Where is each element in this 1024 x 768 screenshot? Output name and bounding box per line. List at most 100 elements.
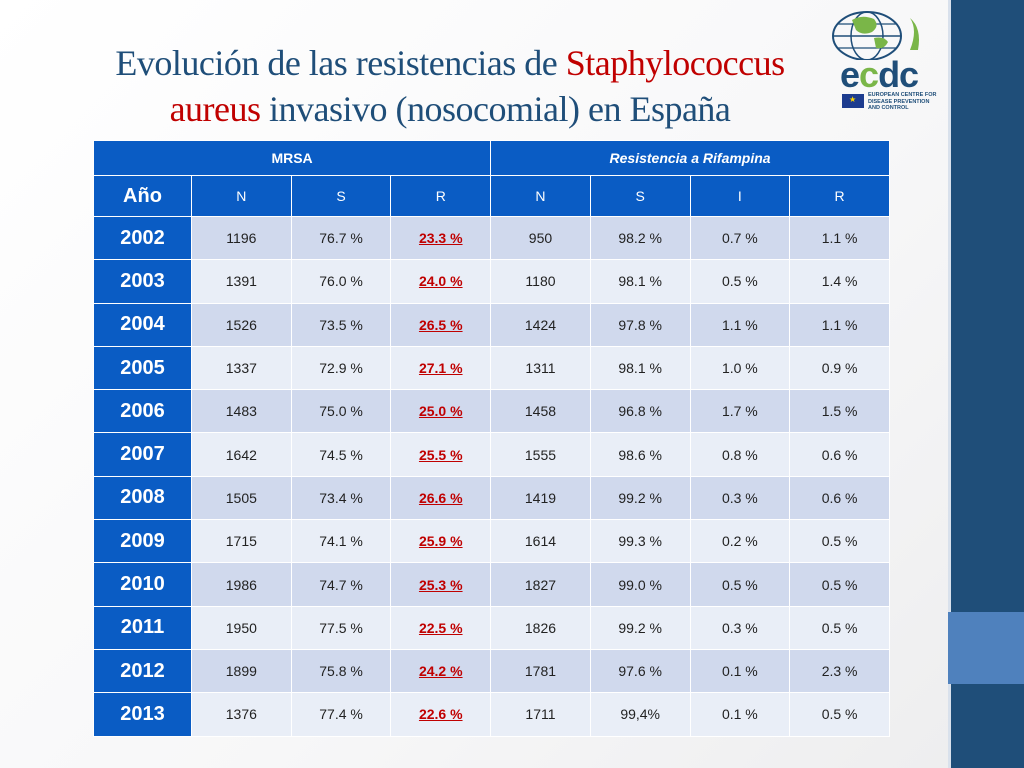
cell-rif-r: 0.9 %	[789, 345, 890, 391]
cell-rif-n: 1555	[490, 432, 591, 477]
wordmark-e: e	[840, 54, 860, 95]
cell-rif-n: 1614	[490, 519, 591, 564]
cell-rif-i: 1.0 %	[689, 345, 791, 391]
cell-mrsa-n: 1899	[191, 648, 292, 694]
cell-rif-r: 0.5 %	[789, 605, 890, 650]
cell-rif-r: 0.6 %	[789, 475, 890, 521]
cell-rif-s: 98.1 %	[589, 259, 691, 304]
row-year: 2006	[93, 389, 192, 434]
title-organism-genus: Staphylococcus	[565, 43, 785, 83]
cell-mrsa-n: 1505	[191, 475, 292, 521]
cell-rif-i: 0.3 %	[689, 605, 791, 650]
eu-flag-icon	[842, 94, 864, 108]
cell-mrsa-n: 1483	[191, 389, 292, 434]
cell-rif-i: 0.3 %	[689, 475, 791, 521]
cell-rif-n: 1827	[490, 562, 591, 607]
cell-rif-s: 98.6 %	[589, 432, 691, 477]
cell-rif-n: 1180	[490, 259, 591, 304]
title-organism-species: aureus	[169, 89, 261, 129]
col-header-mrsa-s: S	[290, 175, 392, 217]
title-part1: Evolución de las resistencias de	[115, 43, 566, 83]
cell-rif-n: 1711	[490, 692, 591, 737]
row-year: 2010	[93, 562, 192, 607]
cell-mrsa-s: 74.7 %	[290, 562, 392, 607]
cell-mrsa-r: 25.0 %	[390, 389, 492, 434]
cell-rif-n: 950	[490, 215, 591, 261]
cell-rif-s: 99.0 %	[589, 562, 691, 607]
table-row: 2004 1526 73.5 % 26.5 % 1424 97.8 % 1.1 …	[93, 302, 890, 347]
cell-rif-r: 1.4 %	[789, 259, 890, 304]
cell-rif-r: 0.6 %	[789, 432, 890, 477]
group-header-rifampin: Resistencia a Rifampina	[490, 140, 890, 176]
row-year: 2007	[93, 432, 192, 477]
cell-mrsa-r: 27.1 %	[390, 345, 492, 391]
cell-rif-s: 96.8 %	[589, 389, 691, 434]
resistance-table: MRSA Resistencia a Rifampina Año N S R N…	[92, 140, 890, 737]
cell-rif-i: 0.1 %	[689, 648, 791, 694]
cell-mrsa-n: 1642	[191, 432, 292, 477]
cell-rif-i: 1.1 %	[689, 302, 791, 347]
cell-rif-i: 0.8 %	[689, 432, 791, 477]
cell-mrsa-s: 73.5 %	[290, 302, 392, 347]
cell-rif-r: 0.5 %	[789, 692, 890, 737]
cell-rif-n: 1419	[490, 475, 591, 521]
row-year: 2012	[93, 648, 192, 694]
cell-mrsa-s: 76.7 %	[290, 215, 392, 261]
cell-rif-n: 1781	[490, 648, 591, 694]
cell-mrsa-s: 72.9 %	[290, 345, 392, 391]
ecdc-wordmark: ecdc	[840, 54, 919, 96]
table-row: 2011 1950 77.5 % 22.5 % 1826 99.2 % 0.3 …	[93, 605, 890, 650]
cell-mrsa-r: 26.5 %	[390, 302, 492, 347]
cell-rif-n: 1424	[490, 302, 591, 347]
table-group-header-row: MRSA Resistencia a Rifampina	[92, 140, 890, 176]
cell-mrsa-s: 74.1 %	[290, 519, 392, 564]
cell-mrsa-s: 73.4 %	[290, 475, 392, 521]
cell-mrsa-s: 76.0 %	[290, 259, 392, 304]
col-header-rif-r: R	[789, 175, 890, 217]
cell-mrsa-r: 22.5 %	[390, 605, 492, 650]
cell-rif-s: 99.2 %	[589, 605, 691, 650]
cell-rif-s: 99,4%	[589, 692, 691, 737]
cell-mrsa-s: 74.5 %	[290, 432, 392, 477]
col-header-rif-s: S	[589, 175, 691, 217]
cell-mrsa-r: 25.9 %	[390, 519, 492, 564]
cell-rif-s: 98.1 %	[589, 345, 691, 391]
cell-mrsa-r: 26.6 %	[390, 475, 492, 521]
cell-mrsa-n: 1715	[191, 519, 292, 564]
table-row: 2008 1505 73.4 % 26.6 % 1419 99.2 % 0.3 …	[93, 475, 890, 521]
cell-rif-s: 97.8 %	[589, 302, 691, 347]
col-header-rif-i: I	[689, 175, 791, 217]
cell-rif-r: 1.5 %	[789, 389, 890, 434]
col-header-mrsa-n: N	[191, 175, 292, 217]
table-row: 2006 1483 75.0 % 25.0 % 1458 96.8 % 1.7 …	[93, 389, 890, 434]
col-header-mrsa-r: R	[390, 175, 492, 217]
org-line-3: AND CONTROL	[868, 105, 909, 111]
wordmark-c: c	[859, 54, 879, 95]
cell-rif-i: 0.1 %	[689, 692, 791, 737]
group-header-mrsa: MRSA	[92, 140, 492, 176]
cell-mrsa-r: 25.3 %	[390, 562, 492, 607]
row-year: 2008	[93, 475, 192, 521]
table-row: 2012 1899 75.8 % 24.2 % 1781 97.6 % 0.1 …	[93, 648, 890, 694]
globe-icon	[832, 11, 919, 60]
cell-rif-i: 0.2 %	[689, 519, 791, 564]
cell-rif-i: 0.5 %	[689, 562, 791, 607]
col-header-rif-n: N	[490, 175, 591, 217]
cell-rif-n: 1826	[490, 605, 591, 650]
ecdc-logo: ecdc EUROPEAN CENTRE FOR DISEASE PREVENT…	[822, 10, 942, 120]
cell-mrsa-n: 1391	[191, 259, 292, 304]
cell-mrsa-r: 24.0 %	[390, 259, 492, 304]
cell-rif-s: 98.2 %	[589, 215, 691, 261]
row-year: 2005	[93, 345, 192, 391]
col-header-year: Año	[93, 175, 192, 217]
cell-rif-r: 0.5 %	[789, 562, 890, 607]
cell-mrsa-r: 22.6 %	[390, 692, 492, 737]
cell-rif-s: 97.6 %	[589, 648, 691, 694]
sidebar-divider	[948, 0, 951, 768]
cell-mrsa-n: 1196	[191, 215, 292, 261]
wordmark-dc: dc	[878, 54, 919, 95]
cell-mrsa-s: 77.5 %	[290, 605, 392, 650]
org-line-1: EUROPEAN CENTRE FOR	[868, 92, 937, 98]
cell-rif-i: 1.7 %	[689, 389, 791, 434]
row-year: 2003	[93, 259, 192, 304]
